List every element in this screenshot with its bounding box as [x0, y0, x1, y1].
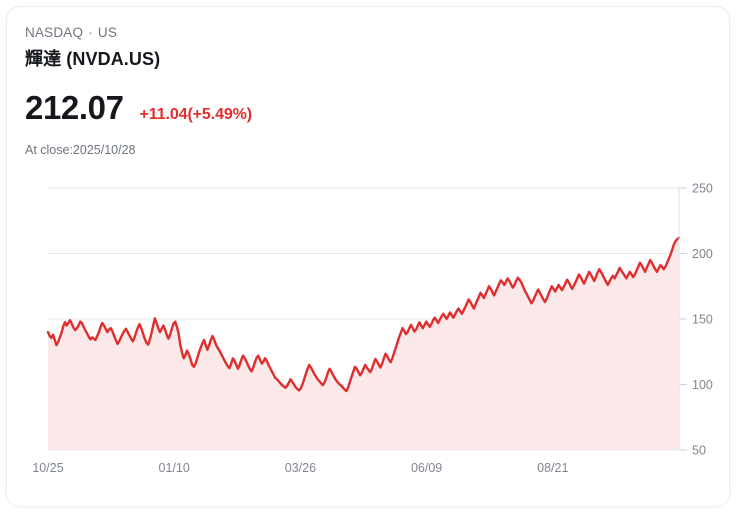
page-title: 輝達 (NVDA.US): [25, 49, 161, 69]
y-axis-tick-labels: 250 200 150 100 50: [692, 182, 713, 458]
exchange-separator: ·: [88, 25, 93, 40]
x-axis-tick-labels: 10/25 01/10 03/26 06/09 08/21: [32, 461, 568, 475]
x-axis-tick-label: 03/26: [285, 461, 316, 475]
x-axis-tick-label: 06/09: [411, 461, 442, 475]
region-name: US: [97, 25, 118, 40]
x-axis-tick-label: 01/10: [159, 461, 190, 475]
y-axis-tick-label: 100: [692, 378, 713, 392]
x-axis-tick-label: 08/21: [537, 461, 568, 475]
quote-row: 212.07 +11.04(+5.49%): [25, 89, 252, 127]
y-axis-tick-label: 50: [692, 444, 706, 458]
stock-quote-card: NASDAQ · US 輝達 (NVDA.US) 212.07 +11.04(+5.…: [6, 6, 730, 507]
market-status: At close:2025/10/28: [25, 143, 136, 157]
y-axis-tick-label: 150: [692, 313, 713, 327]
last-price: 212.07: [25, 89, 124, 126]
exchange-region-line: NASDAQ · US: [25, 25, 117, 40]
exchange-name: NASDAQ: [25, 25, 84, 40]
price-area-fill: [48, 237, 679, 450]
price-line: [46, 236, 681, 393]
x-axis-tick-label: 10/25: [32, 461, 63, 475]
price-area-chart[interactable]: 250 200 150 100 50 10/25 01/10 03/26 06/09 08/21: [7, 167, 729, 487]
y-axis-tick-label: 250: [692, 182, 713, 196]
price-change: +11.04(+5.49%): [139, 106, 253, 123]
y-axis-tick-label: 200: [692, 247, 713, 261]
chart-svg: 250 200 150 100 50 10/25 01/10 03/26 06/09 08/21: [32, 182, 713, 476]
